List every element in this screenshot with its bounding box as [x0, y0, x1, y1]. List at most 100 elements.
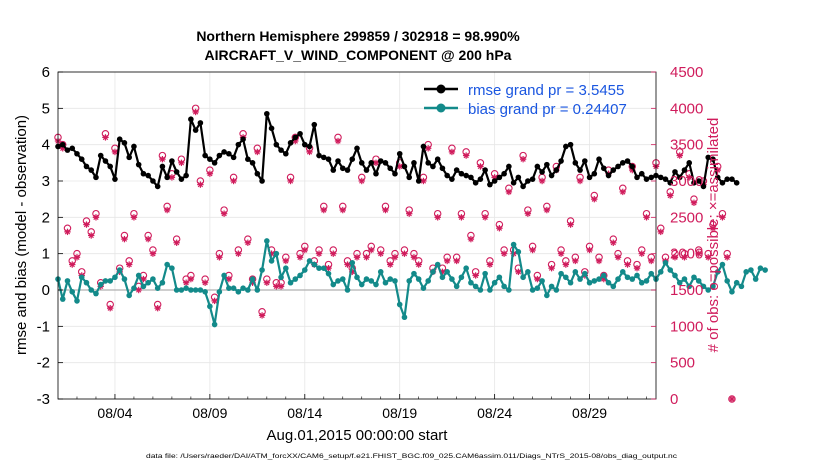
bias-point [83, 279, 90, 286]
bias-point [420, 285, 427, 291]
bias-point [335, 278, 341, 284]
assimilated-obs-marker [358, 177, 365, 185]
rmse-series [55, 110, 740, 190]
rmse-point [202, 152, 208, 159]
bias-point [591, 278, 598, 284]
bias-point [102, 278, 109, 284]
rmse-point [605, 172, 612, 179]
bias-point [121, 276, 128, 282]
chart-subtitle: AIRCRAFT_V_WIND_COMPONENT @ 200 hPa [205, 47, 512, 63]
grid-lines [58, 71, 656, 400]
rmse-point [216, 152, 223, 159]
rmse-point [733, 180, 740, 186]
assimilated-obs-marker [548, 265, 555, 272]
assimilated-obs-marker [178, 159, 185, 167]
assimilated-obs-marker [633, 265, 641, 272]
bias-point [586, 279, 593, 286]
rmse-point [615, 163, 621, 170]
rmse-point [434, 156, 441, 162]
bias-point [306, 258, 313, 264]
bias-point [724, 278, 730, 284]
rmse-point [88, 167, 95, 173]
rmse-point [278, 147, 284, 153]
rmse-point [548, 172, 555, 179]
bias-point [719, 261, 726, 268]
assimilated-obs-marker [486, 261, 494, 268]
bias-point [93, 290, 99, 297]
legend: rmse grand pr = 3.5455 bias grand pr = 0… [424, 82, 627, 118]
rmse-point [705, 154, 712, 161]
bias-point [363, 276, 370, 282]
bias-point [264, 238, 270, 244]
bias-point [392, 278, 398, 284]
bias-point [74, 298, 80, 304]
bias-point [472, 283, 479, 290]
assimilated-obs-marker [638, 250, 645, 257]
bias-point [510, 241, 517, 248]
rmse-point [121, 140, 128, 146]
rmse-point [259, 178, 265, 184]
rmse-point [392, 170, 398, 177]
assimilated-obs-marker [315, 250, 323, 257]
assimilated-obs-marker [197, 181, 204, 188]
left-axis-label: rmse and bias (model - observation) [13, 115, 30, 355]
bias-point [596, 276, 602, 282]
rmse-point [534, 163, 541, 170]
assimilated-obs-marker [543, 206, 551, 214]
assimilated-obs-marker [728, 395, 736, 403]
bias-point [434, 261, 441, 268]
rmse-point [368, 160, 375, 166]
rmse-point [173, 169, 180, 175]
assimilated-obs-marker [192, 108, 199, 116]
bias-point [553, 287, 560, 293]
assimilated-obs-marker [477, 163, 484, 170]
assimilated-obs-marker [387, 261, 394, 268]
rmse-point [159, 163, 166, 170]
rmse-point [297, 130, 303, 137]
rmse-point [686, 160, 693, 166]
assimilated-obs-marker [173, 239, 180, 246]
rmse-point [116, 136, 123, 143]
bias-point [192, 287, 199, 293]
rmse-point [468, 174, 474, 181]
left-tick-label: -2 [37, 355, 50, 372]
bias-point [672, 272, 678, 279]
assimilated-obs-marker [102, 134, 109, 141]
assimilated-obs-marker [330, 250, 337, 257]
rmse-point [710, 156, 716, 162]
bias-point [320, 265, 327, 272]
bias-point [525, 269, 531, 275]
rmse-point [629, 163, 636, 170]
bias-point [729, 289, 735, 295]
assimilated-obs-marker [472, 272, 479, 279]
rmse-point [97, 152, 104, 159]
rmse-point [335, 158, 341, 164]
bias-point [468, 279, 474, 286]
bias-point [373, 281, 379, 288]
rmse-point [700, 183, 707, 190]
rmse-point [154, 183, 161, 190]
rmse-point [520, 183, 526, 190]
assimilated-obs-marker [187, 275, 195, 283]
bias-point [487, 287, 493, 293]
assimilated-obs-marker [515, 268, 522, 276]
bias-point [411, 270, 417, 277]
assimilated-obs-marker [614, 254, 622, 261]
rmse-point [150, 178, 156, 184]
bias-point [453, 283, 460, 290]
bias-point [287, 279, 294, 286]
bias-point [292, 276, 299, 282]
rmse-point [211, 160, 218, 166]
assimilated-obs-marker [282, 257, 290, 265]
bias-point [311, 261, 318, 268]
rmse-point [197, 120, 204, 126]
x-tick-label: 08/04 [97, 405, 132, 421]
rmse-point [695, 178, 702, 184]
bias-point [377, 269, 384, 275]
bias-point [582, 270, 588, 277]
rmse-point [377, 158, 384, 164]
assimilated-obs-marker [619, 188, 626, 196]
assimilated-obs-marker [576, 177, 584, 185]
bias-point [259, 267, 265, 273]
